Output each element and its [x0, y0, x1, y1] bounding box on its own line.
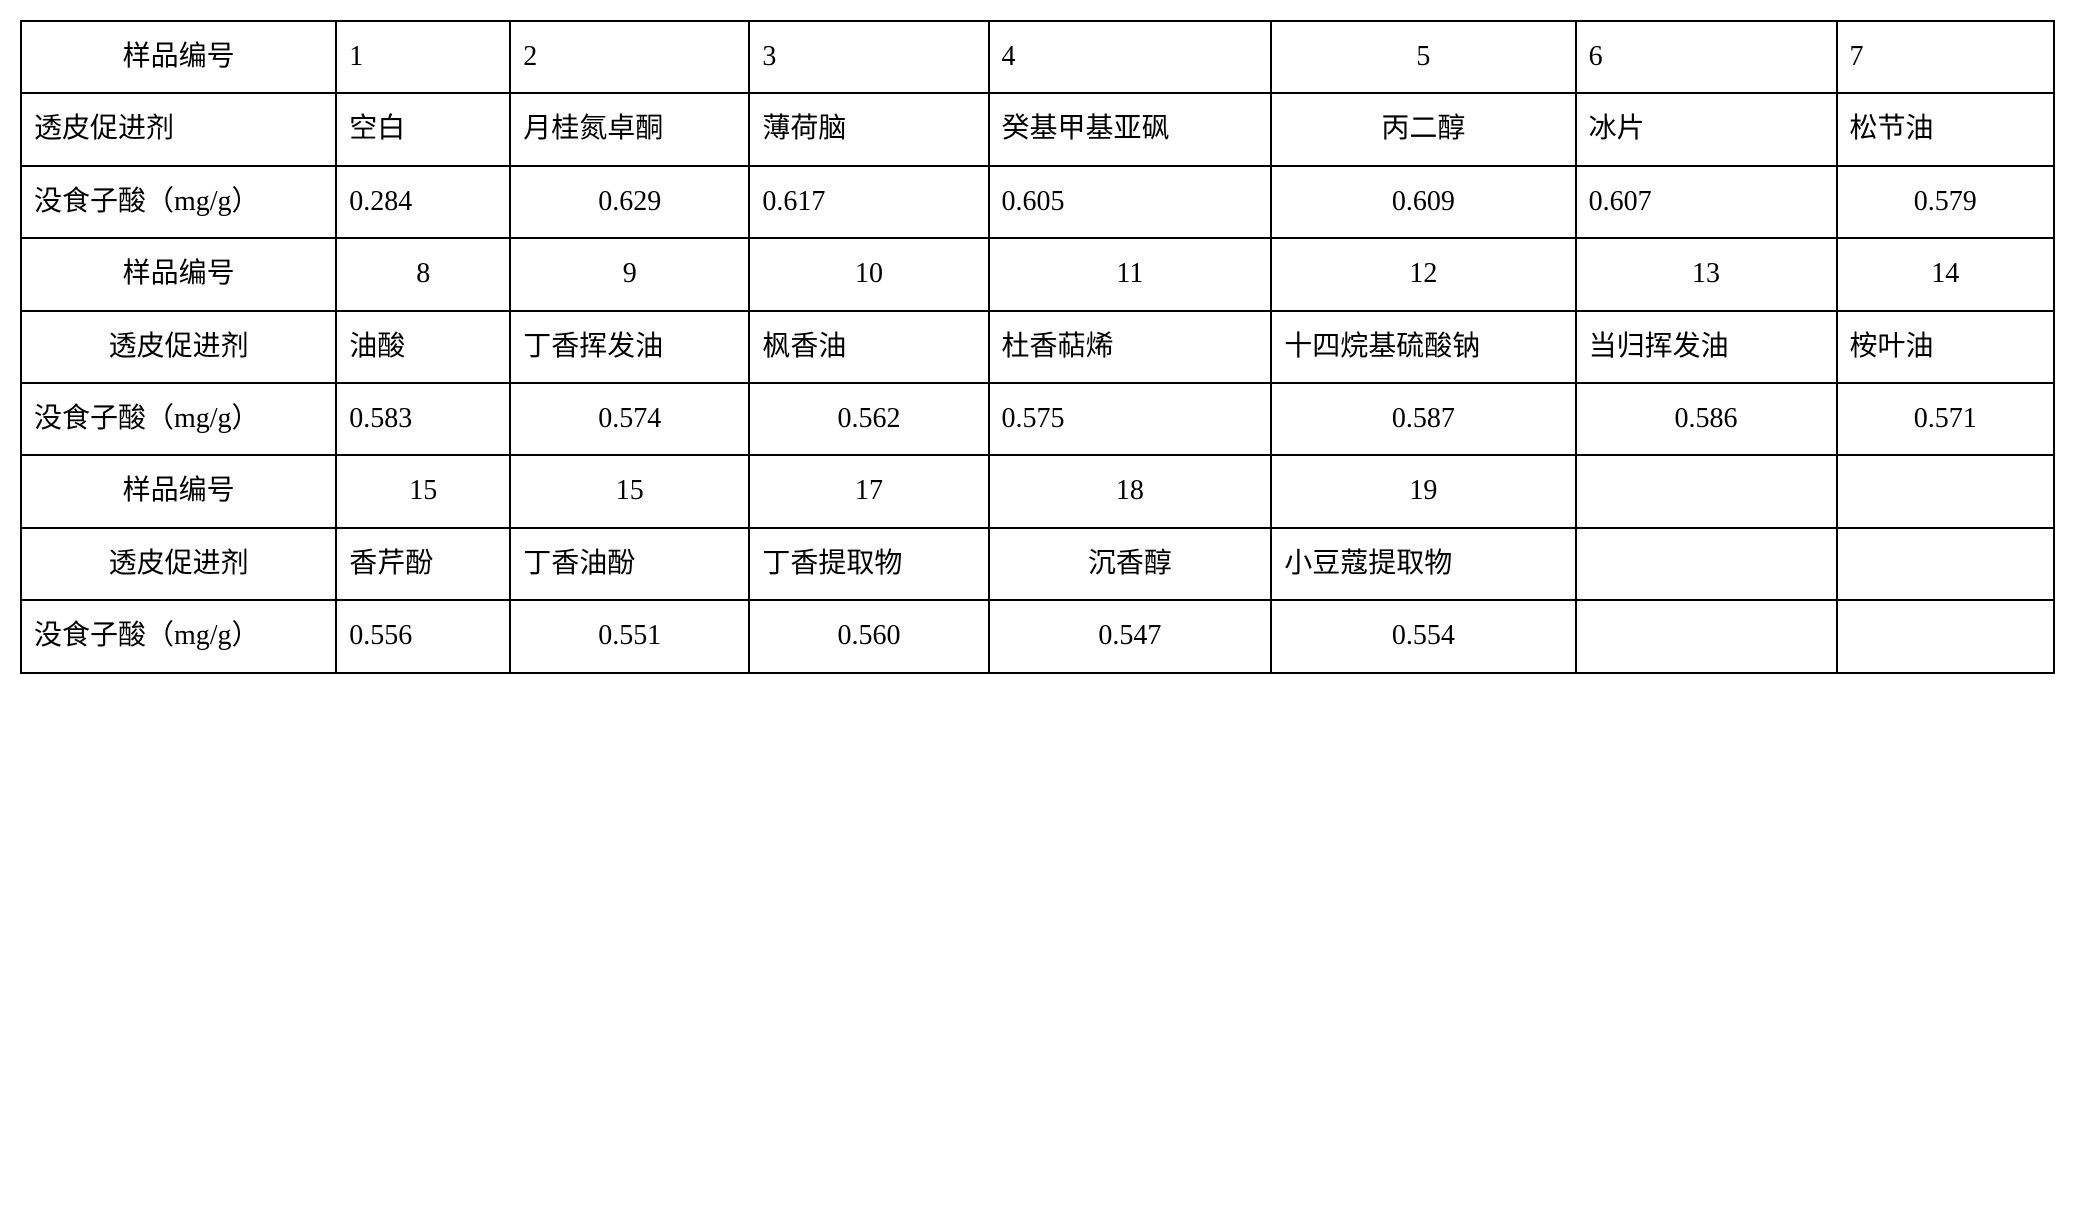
- table-cell: 小豆蔻提取物: [1271, 528, 1575, 600]
- table-cell: 空白: [336, 93, 510, 165]
- table-cell: 丙二醇: [1271, 93, 1575, 165]
- table-cell: 10: [749, 238, 988, 310]
- table-cell: [1837, 455, 2055, 527]
- table-cell: 0.607: [1576, 166, 1837, 238]
- table-cell: 桉叶油: [1837, 311, 2055, 383]
- table-cell: 0.562: [749, 383, 988, 455]
- table-cell: [1837, 600, 2055, 672]
- table-cell: 没食子酸（mg/g）: [21, 166, 336, 238]
- table-cell: 癸基甲基亚砜: [989, 93, 1272, 165]
- table-cell: 透皮促进剂: [21, 93, 336, 165]
- table-cell: 0.551: [510, 600, 749, 672]
- table-row: 透皮促进剂油酸丁香挥发油枫香油杜香萜烯十四烷基硫酸钠当归挥发油桉叶油: [21, 311, 2054, 383]
- table-row: 没食子酸（mg/g）0.2840.6290.6170.6050.6090.607…: [21, 166, 2054, 238]
- table-cell: 杜香萜烯: [989, 311, 1272, 383]
- table-cell: 9: [510, 238, 749, 310]
- table-cell: 油酸: [336, 311, 510, 383]
- table-cell: 15: [510, 455, 749, 527]
- table-cell: 14: [1837, 238, 2055, 310]
- table-cell: 5: [1271, 21, 1575, 93]
- table-cell: [1576, 528, 1837, 600]
- table-cell: 丁香提取物: [749, 528, 988, 600]
- table-cell: 0.560: [749, 600, 988, 672]
- table-cell: 19: [1271, 455, 1575, 527]
- table-cell: 0.605: [989, 166, 1272, 238]
- data-table: 样品编号1234567透皮促进剂空白月桂氮卓酮薄荷脑癸基甲基亚砜丙二醇冰片松节油…: [20, 20, 2055, 674]
- table-cell: [1576, 455, 1837, 527]
- table-row: 样品编号1234567: [21, 21, 2054, 93]
- table-cell: 3: [749, 21, 988, 93]
- table-cell: 冰片: [1576, 93, 1837, 165]
- table-cell: 没食子酸（mg/g）: [21, 383, 336, 455]
- table-cell: 香芹酚: [336, 528, 510, 600]
- table-cell: 18: [989, 455, 1272, 527]
- table-cell: 12: [1271, 238, 1575, 310]
- table-row: 样品编号891011121314: [21, 238, 2054, 310]
- table-cell: 0.554: [1271, 600, 1575, 672]
- table-cell: 0.284: [336, 166, 510, 238]
- table-cell: 枫香油: [749, 311, 988, 383]
- table-cell: 4: [989, 21, 1272, 93]
- table-cell: 0.575: [989, 383, 1272, 455]
- table-cell: 丁香油酚: [510, 528, 749, 600]
- table-cell: 样品编号: [21, 21, 336, 93]
- table-cell: 样品编号: [21, 455, 336, 527]
- table-cell: 月桂氮卓酮: [510, 93, 749, 165]
- table-cell: 透皮促进剂: [21, 528, 336, 600]
- table-cell: 0.586: [1576, 383, 1837, 455]
- table-row: 透皮促进剂空白月桂氮卓酮薄荷脑癸基甲基亚砜丙二醇冰片松节油: [21, 93, 2054, 165]
- table-cell: 薄荷脑: [749, 93, 988, 165]
- table-cell: 当归挥发油: [1576, 311, 1837, 383]
- table-cell: [1576, 600, 1837, 672]
- table-cell: 0.574: [510, 383, 749, 455]
- table-cell: 没食子酸（mg/g）: [21, 600, 336, 672]
- table-row: 没食子酸（mg/g）0.5560.5510.5600.5470.554: [21, 600, 2054, 672]
- table-cell: 丁香挥发油: [510, 311, 749, 383]
- table-cell: 0.583: [336, 383, 510, 455]
- table-cell: 17: [749, 455, 988, 527]
- table-cell: 0.579: [1837, 166, 2055, 238]
- table-cell: 0.571: [1837, 383, 2055, 455]
- table-cell: 0.556: [336, 600, 510, 672]
- table-cell: 8: [336, 238, 510, 310]
- table-cell: 沉香醇: [989, 528, 1272, 600]
- table-cell: 0.609: [1271, 166, 1575, 238]
- table-cell: 松节油: [1837, 93, 2055, 165]
- table-cell: 0.629: [510, 166, 749, 238]
- table-row: 样品编号1515171819: [21, 455, 2054, 527]
- table-cell: 6: [1576, 21, 1837, 93]
- table-cell: 十四烷基硫酸钠: [1271, 311, 1575, 383]
- table-cell: 13: [1576, 238, 1837, 310]
- table-cell: 0.617: [749, 166, 988, 238]
- table-cell: 透皮促进剂: [21, 311, 336, 383]
- table-cell: 2: [510, 21, 749, 93]
- table-row: 透皮促进剂香芹酚丁香油酚丁香提取物沉香醇小豆蔻提取物: [21, 528, 2054, 600]
- table-cell: [1837, 528, 2055, 600]
- table-row: 没食子酸（mg/g）0.5830.5740.5620.5750.5870.586…: [21, 383, 2054, 455]
- table-cell: 7: [1837, 21, 2055, 93]
- table-cell: 0.587: [1271, 383, 1575, 455]
- table-cell: 样品编号: [21, 238, 336, 310]
- table-cell: 1: [336, 21, 510, 93]
- table-cell: 0.547: [989, 600, 1272, 672]
- table-cell: 15: [336, 455, 510, 527]
- table-cell: 11: [989, 238, 1272, 310]
